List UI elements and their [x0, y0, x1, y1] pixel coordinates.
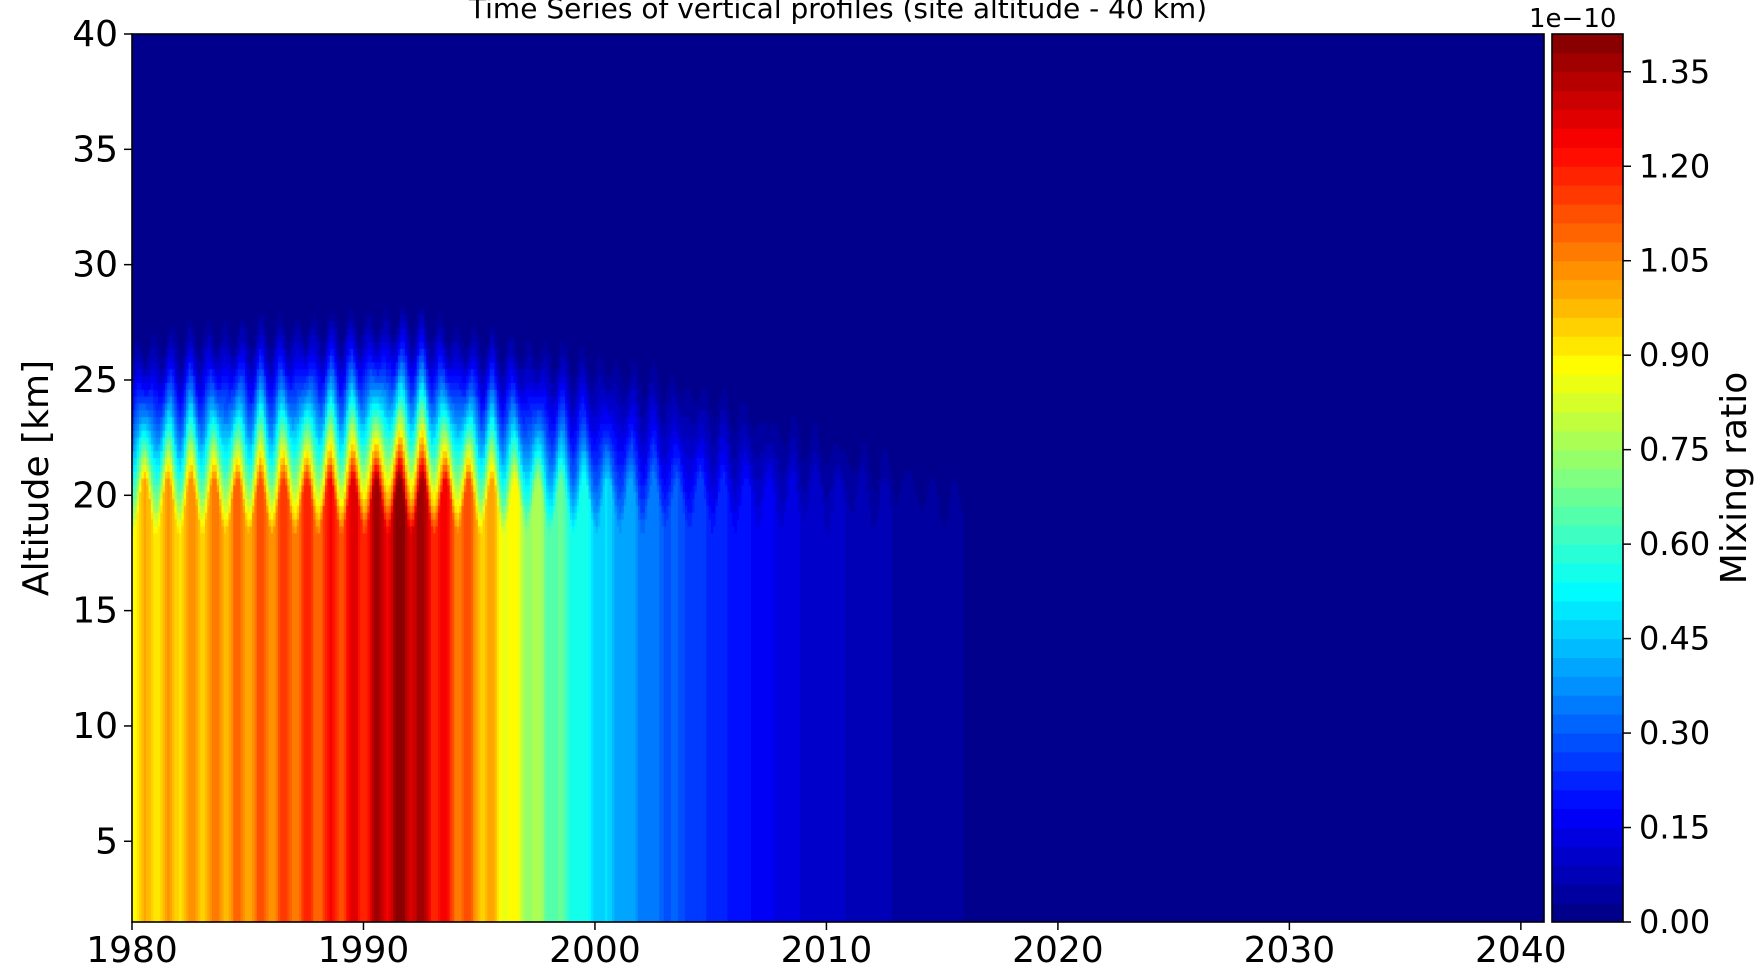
contour-cell [188, 321, 191, 328]
contour-cell [318, 335, 321, 342]
contour-cell [191, 328, 194, 335]
contour-cell [389, 321, 392, 335]
contour-cell [565, 348, 568, 362]
contour-cell [316, 321, 319, 335]
contour-cell [405, 321, 408, 328]
contour-cell [424, 321, 427, 328]
contour-cell [334, 321, 337, 328]
contour-cell [492, 328, 495, 335]
contour-cell [421, 314, 424, 321]
contour-cell [243, 321, 246, 328]
contour-cell [478, 341, 481, 355]
contour-cell [193, 335, 196, 349]
contour-cell [141, 355, 144, 362]
contour-cell [584, 355, 587, 369]
contour-cell [516, 355, 519, 362]
contour-cell [511, 335, 514, 342]
contour-cell [426, 335, 429, 342]
contour-cell [247, 341, 250, 348]
contour-cell [301, 335, 304, 342]
contour-cell [497, 348, 500, 362]
contour-cell [353, 328, 356, 335]
contour-cell [196, 348, 199, 355]
contour-cell [370, 314, 373, 328]
contour-cell [473, 328, 476, 335]
contour-cell [210, 328, 213, 335]
contour-cell [137, 341, 140, 348]
contour-cell [351, 314, 354, 321]
chart-title: Time Series of vertical profiles (site a… [468, 0, 1207, 25]
contour-cell [405, 314, 408, 321]
contour-cell [174, 335, 177, 349]
contour-cell [513, 341, 516, 355]
contour-cell [372, 328, 375, 335]
contour-cell [283, 328, 286, 335]
contour-cell [261, 314, 264, 328]
contour-cell [530, 348, 533, 355]
contour-cell [407, 328, 410, 335]
contour-cell [212, 335, 215, 349]
contour-cell [476, 335, 479, 342]
contour-cell [421, 307, 424, 314]
contour-cell [297, 321, 300, 328]
contour-cell [356, 335, 359, 342]
contour-cell [245, 328, 248, 342]
contour-cell [266, 341, 269, 348]
contour-cell [440, 321, 443, 328]
contour-cell [299, 328, 302, 335]
contour-cell [443, 328, 446, 342]
contour-cell [386, 314, 389, 321]
plot-area [132, 34, 1544, 923]
contour-cell [445, 341, 448, 348]
contour-cell [424, 328, 427, 335]
contour-cell [494, 335, 497, 349]
contour-cell [353, 321, 356, 328]
contour-cell [332, 314, 335, 321]
contour-cell [403, 307, 406, 314]
contour-cell [567, 362, 570, 376]
contour-cell [264, 328, 267, 335]
contour-cell [139, 348, 142, 355]
contour-cell [280, 321, 283, 328]
